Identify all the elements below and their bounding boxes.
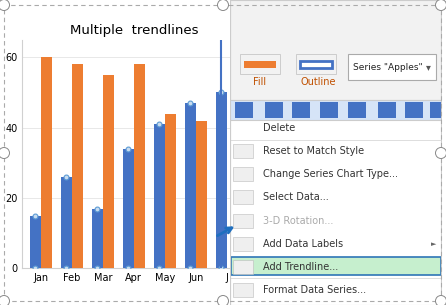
Bar: [296, 54, 336, 74]
Bar: [72, 64, 83, 268]
Bar: [430, 102, 446, 118]
Bar: [185, 103, 196, 268]
Text: ►: ►: [431, 241, 436, 247]
Bar: [231, 257, 441, 275]
Bar: [92, 209, 103, 268]
Text: ▾: ▾: [425, 62, 430, 72]
FancyArrowPatch shape: [218, 228, 232, 236]
Bar: [123, 149, 134, 268]
Title: Multiple  trendlines: Multiple trendlines: [70, 24, 198, 37]
Bar: [103, 75, 114, 268]
Bar: [230, 0, 442, 100]
Bar: [165, 113, 176, 268]
Bar: [235, 102, 253, 118]
Bar: [300, 61, 332, 68]
Text: Reset to Match Style: Reset to Match Style: [263, 146, 364, 156]
FancyBboxPatch shape: [233, 167, 253, 181]
Bar: [41, 57, 52, 268]
FancyBboxPatch shape: [233, 237, 253, 251]
Circle shape: [435, 148, 446, 159]
Bar: [265, 102, 283, 118]
Bar: [230, 100, 442, 120]
Circle shape: [0, 296, 9, 305]
FancyBboxPatch shape: [233, 214, 253, 228]
FancyBboxPatch shape: [233, 283, 253, 297]
FancyBboxPatch shape: [233, 190, 253, 204]
Text: Series "Apples": Series "Apples": [353, 63, 423, 71]
Bar: [61, 177, 72, 268]
Bar: [240, 54, 280, 74]
Bar: [196, 120, 206, 268]
Bar: [405, 102, 423, 118]
FancyBboxPatch shape: [233, 260, 253, 274]
Text: Delete: Delete: [263, 123, 295, 133]
Text: Add Trendline...: Add Trendline...: [263, 262, 338, 272]
Text: Outline: Outline: [300, 77, 336, 87]
Circle shape: [218, 0, 228, 10]
Bar: [216, 92, 227, 268]
Text: Add Data Labels: Add Data Labels: [263, 239, 343, 249]
FancyBboxPatch shape: [233, 144, 253, 158]
Circle shape: [435, 296, 446, 305]
Bar: [320, 102, 338, 118]
Text: Format Data Series...: Format Data Series...: [263, 285, 366, 295]
Bar: [30, 216, 41, 268]
Bar: [154, 124, 165, 268]
Bar: [230, 120, 442, 305]
Text: 3-D Rotation...: 3-D Rotation...: [263, 216, 333, 225]
Circle shape: [0, 148, 9, 159]
Circle shape: [0, 0, 9, 10]
Text: Change Series Chart Type...: Change Series Chart Type...: [263, 169, 398, 179]
Circle shape: [218, 296, 228, 305]
Bar: [134, 64, 145, 268]
Bar: [244, 61, 276, 68]
Bar: [378, 102, 396, 118]
Bar: [292, 102, 310, 118]
Circle shape: [435, 0, 446, 10]
Bar: [348, 102, 366, 118]
Bar: [348, 54, 436, 80]
Text: Select Data...: Select Data...: [263, 192, 329, 203]
Text: Fill: Fill: [253, 77, 267, 87]
